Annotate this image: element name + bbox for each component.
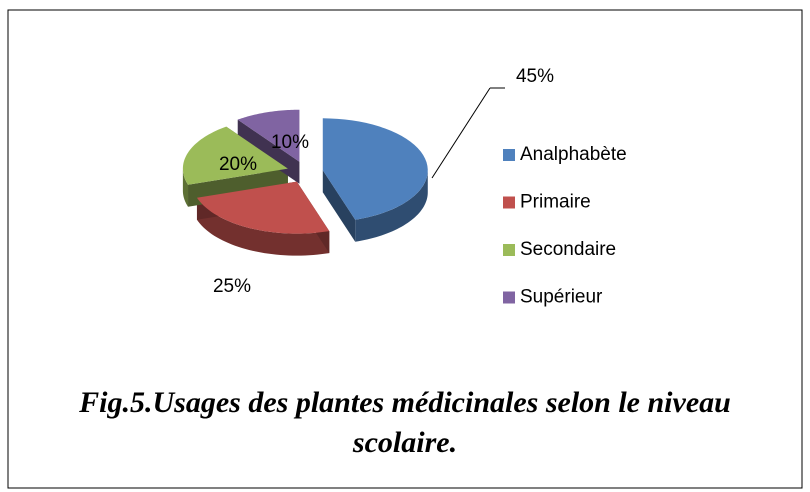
slice xyxy=(237,109,300,162)
slice xyxy=(196,181,330,234)
legend-swatch xyxy=(503,196,515,209)
legend-label: Secondaire xyxy=(520,239,616,260)
leader-line xyxy=(431,87,491,179)
slice-side xyxy=(196,197,330,256)
data-label: 25% xyxy=(213,276,251,297)
chart-title: Fig.5.Usages des plantes médicinales sel… xyxy=(78,386,731,419)
legend-label: Primaire xyxy=(520,192,591,213)
slice-side xyxy=(182,168,189,207)
slice xyxy=(322,118,428,220)
slice xyxy=(182,126,288,185)
chart-title-line2: scolaire. xyxy=(352,426,457,459)
data-label: 20% xyxy=(219,154,257,175)
legend: Analphabète Primaire Secondaire Supérieur xyxy=(503,144,627,308)
legend-swatch xyxy=(503,149,515,161)
pie xyxy=(182,109,428,256)
legend-label: Analphabète xyxy=(520,144,627,165)
frame xyxy=(7,9,803,489)
legend-swatch xyxy=(503,244,515,256)
legend-swatch xyxy=(503,291,515,304)
slice-side xyxy=(355,170,428,242)
data-label: 10% xyxy=(271,132,309,153)
legend-label: Supérieur xyxy=(520,287,603,308)
data-label: 45% xyxy=(516,66,554,87)
slice-side xyxy=(322,170,356,242)
